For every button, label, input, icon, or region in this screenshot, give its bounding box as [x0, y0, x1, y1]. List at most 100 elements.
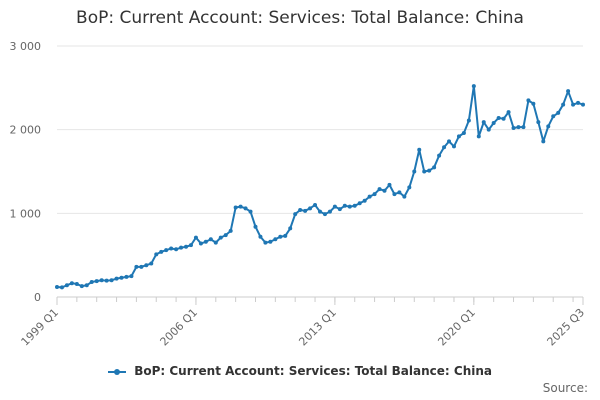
data-point[interactable]: [442, 145, 447, 150]
data-point[interactable]: [451, 144, 456, 149]
data-point[interactable]: [119, 275, 124, 280]
data-point[interactable]: [496, 115, 501, 120]
data-point[interactable]: [243, 206, 248, 211]
data-point[interactable]: [159, 249, 164, 254]
data-point[interactable]: [154, 252, 159, 257]
data-point[interactable]: [283, 233, 288, 238]
data-point[interactable]: [556, 110, 561, 115]
data-point[interactable]: [581, 102, 585, 107]
data-point[interactable]: [69, 281, 74, 286]
data-point[interactable]: [303, 208, 308, 213]
data-point[interactable]: [531, 101, 536, 106]
data-point[interactable]: [342, 203, 347, 208]
data-point[interactable]: [94, 279, 99, 284]
data-point[interactable]: [362, 198, 367, 203]
data-point[interactable]: [248, 209, 253, 214]
data-point[interactable]: [64, 283, 69, 288]
data-point[interactable]: [308, 206, 313, 211]
data-point[interactable]: [516, 125, 521, 130]
data-point[interactable]: [213, 240, 218, 245]
data-point[interactable]: [541, 139, 546, 144]
data-point[interactable]: [198, 241, 203, 246]
data-point[interactable]: [193, 235, 198, 240]
data-point[interactable]: [337, 207, 342, 212]
data-point[interactable]: [169, 246, 174, 251]
data-point[interactable]: [417, 147, 422, 152]
data-point[interactable]: [188, 243, 193, 248]
data-point[interactable]: [238, 204, 243, 209]
data-point[interactable]: [481, 120, 486, 125]
data-point[interactable]: [327, 209, 332, 214]
data-point[interactable]: [322, 212, 327, 217]
data-point[interactable]: [208, 237, 213, 242]
data-point[interactable]: [263, 240, 268, 245]
data-point[interactable]: [293, 212, 298, 217]
data-point[interactable]: [313, 202, 318, 207]
data-point[interactable]: [218, 235, 223, 240]
data-point[interactable]: [129, 274, 134, 279]
data-point[interactable]: [471, 84, 476, 89]
data-point[interactable]: [332, 204, 337, 209]
data-point[interactable]: [432, 165, 437, 170]
data-point[interactable]: [407, 185, 412, 190]
data-point[interactable]: [422, 169, 427, 174]
data-point[interactable]: [253, 224, 258, 229]
data-point[interactable]: [536, 120, 541, 125]
data-point[interactable]: [59, 285, 64, 290]
data-point[interactable]: [74, 282, 79, 287]
data-point[interactable]: [228, 228, 233, 233]
data-point[interactable]: [397, 190, 402, 195]
data-point[interactable]: [223, 233, 228, 238]
data-point[interactable]: [566, 89, 571, 94]
data-point[interactable]: [179, 245, 184, 250]
data-point[interactable]: [352, 203, 357, 208]
data-point[interactable]: [139, 264, 144, 269]
data-point[interactable]: [476, 134, 481, 139]
data-point[interactable]: [402, 194, 407, 199]
data-point[interactable]: [561, 102, 566, 107]
data-point[interactable]: [79, 284, 84, 289]
data-point[interactable]: [387, 182, 392, 187]
data-point[interactable]: [144, 263, 149, 268]
data-point[interactable]: [437, 153, 442, 158]
data-point[interactable]: [268, 239, 273, 244]
data-point[interactable]: [511, 125, 516, 130]
data-point[interactable]: [447, 139, 452, 144]
data-point[interactable]: [109, 278, 114, 283]
data-point[interactable]: [521, 125, 526, 130]
data-point[interactable]: [372, 192, 377, 197]
legend[interactable]: BoP: Current Account: Services: Total Ba…: [0, 364, 600, 378]
data-point[interactable]: [466, 118, 471, 123]
data-point[interactable]: [99, 278, 104, 283]
data-point[interactable]: [184, 244, 189, 249]
data-point[interactable]: [174, 247, 179, 252]
data-point[interactable]: [461, 131, 466, 136]
data-point[interactable]: [278, 234, 283, 239]
data-point[interactable]: [392, 192, 397, 197]
data-point[interactable]: [258, 234, 263, 239]
data-point[interactable]: [377, 187, 382, 192]
data-point[interactable]: [526, 98, 531, 103]
data-point[interactable]: [124, 274, 129, 279]
data-point[interactable]: [571, 102, 576, 107]
data-point[interactable]: [576, 100, 581, 105]
data-point[interactable]: [412, 169, 417, 174]
data-point[interactable]: [288, 226, 293, 231]
data-point[interactable]: [55, 284, 59, 289]
data-point[interactable]: [114, 276, 119, 281]
data-point[interactable]: [84, 283, 89, 288]
data-point[interactable]: [273, 237, 278, 242]
data-point[interactable]: [164, 248, 169, 253]
data-point[interactable]: [298, 207, 303, 212]
data-point[interactable]: [551, 114, 556, 119]
data-point[interactable]: [491, 120, 496, 125]
data-point[interactable]: [427, 168, 432, 173]
data-point[interactable]: [486, 127, 491, 132]
data-point[interactable]: [506, 110, 511, 115]
data-point[interactable]: [456, 134, 461, 139]
data-point[interactable]: [347, 204, 352, 209]
data-point[interactable]: [501, 116, 506, 121]
data-point[interactable]: [134, 264, 139, 269]
data-point[interactable]: [357, 201, 362, 206]
data-point[interactable]: [382, 188, 387, 193]
